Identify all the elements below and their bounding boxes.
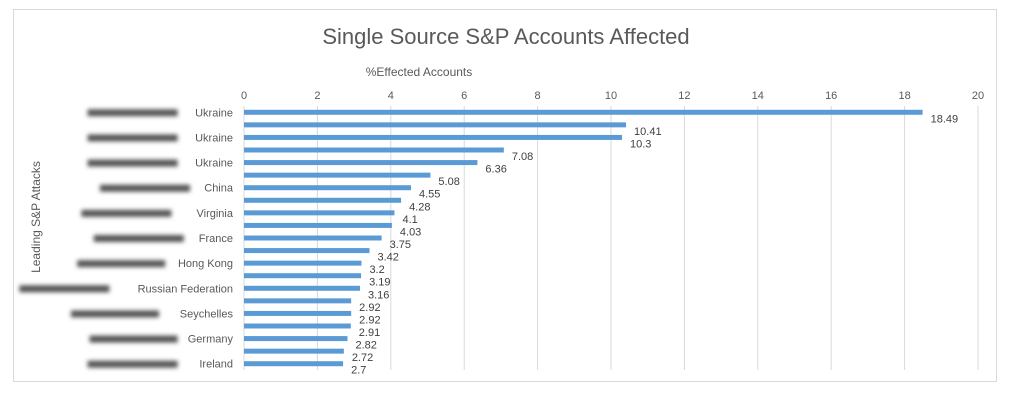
bar [244, 160, 478, 166]
chart-svg: Single Source S&P Accounts Affected %Eff… [19, 24, 984, 377]
category-label: Russian Federation [138, 283, 233, 295]
category-label: Ukraine [195, 107, 233, 119]
bar [244, 185, 411, 191]
bar [244, 248, 370, 254]
bar [244, 310, 352, 316]
category-label: Germany [188, 334, 234, 346]
redacted-labels [19, 109, 190, 368]
category-label: Virginia [197, 208, 234, 220]
bar [244, 222, 392, 228]
data-label: 2.91 [359, 327, 380, 339]
redacted-text [81, 209, 172, 217]
data-label: 4.28 [409, 201, 430, 213]
bar [244, 210, 395, 216]
redacted-text [89, 335, 178, 343]
bar [244, 122, 627, 128]
data-label: 10.3 [630, 138, 651, 150]
category-label: Seychelles [180, 308, 234, 320]
data-label: 4.1 [402, 214, 417, 226]
bar [244, 197, 402, 203]
data-label: 3.19 [369, 277, 390, 289]
data-label: 10.41 [634, 126, 662, 138]
bar [244, 361, 344, 367]
redacted-text [87, 159, 178, 167]
x-axis-title: %Effected Accounts [366, 65, 473, 79]
x-tick-label: 10 [605, 90, 617, 102]
bar [244, 235, 382, 241]
category-labels: Ukraine Ukraine Ukraine China Virginia France… [138, 107, 234, 370]
x-tick-label: 20 [972, 90, 984, 102]
x-tick-label: 8 [535, 90, 541, 102]
bars [244, 109, 923, 367]
data-label: 4.55 [419, 189, 440, 201]
data-label: 3.42 [378, 252, 399, 264]
x-tick-label: 18 [898, 90, 910, 102]
data-label: 4.03 [400, 226, 421, 238]
data-label: 18.49 [931, 113, 959, 125]
bar [244, 147, 504, 153]
bar [244, 109, 923, 115]
redacted-text [93, 235, 184, 242]
data-label: 3.75 [390, 239, 411, 251]
data-label: 2.92 [359, 302, 380, 314]
category-label: Ukraine [195, 132, 233, 144]
x-tick-label: 6 [461, 90, 467, 102]
y-axis-title: Leading S&P Attacks [29, 161, 43, 273]
data-label: 2.92 [359, 314, 380, 326]
redacted-text [77, 260, 166, 268]
bar [244, 273, 362, 279]
bar [244, 260, 362, 266]
x-tick-label: 14 [752, 90, 764, 102]
redacted-text [87, 134, 178, 142]
redacted-text [87, 360, 178, 368]
category-label: Hong Kong [178, 258, 233, 270]
redacted-text [100, 184, 190, 192]
x-tick-label: 2 [314, 90, 320, 102]
bar [244, 348, 344, 354]
bar [244, 134, 623, 140]
x-tick-label: 16 [825, 90, 837, 102]
redacted-text [71, 310, 159, 318]
category-label: Ukraine [195, 158, 233, 170]
data-label: 2.82 [355, 340, 376, 352]
data-label: 5.08 [438, 176, 459, 188]
data-label: 3.2 [369, 264, 384, 276]
x-tick-label: 0 [241, 90, 247, 102]
data-label: 6.36 [485, 164, 506, 176]
bar [244, 172, 431, 178]
x-tick-labels: 0 2 4 6 8 10 12 14 16 18 20 [241, 90, 984, 102]
redacted-text [87, 109, 178, 117]
data-label: 3.16 [368, 289, 389, 301]
chart-frame: Single Source S&P Accounts Affected %Eff… [13, 9, 997, 382]
bar [244, 298, 352, 304]
bar [244, 285, 360, 291]
data-label: 7.08 [512, 151, 533, 163]
x-tick-label: 4 [388, 90, 394, 102]
data-label: 2.72 [352, 352, 373, 364]
bar [244, 336, 348, 342]
data-label: 2.7 [351, 365, 366, 377]
x-tick-label: 12 [678, 90, 690, 102]
category-label: France [199, 233, 233, 245]
bar [244, 323, 351, 329]
category-label: China [204, 183, 234, 195]
category-label: Ireland [199, 359, 233, 371]
redacted-text [19, 285, 110, 293]
chart-title: Single Source S&P Accounts Affected [322, 24, 689, 49]
